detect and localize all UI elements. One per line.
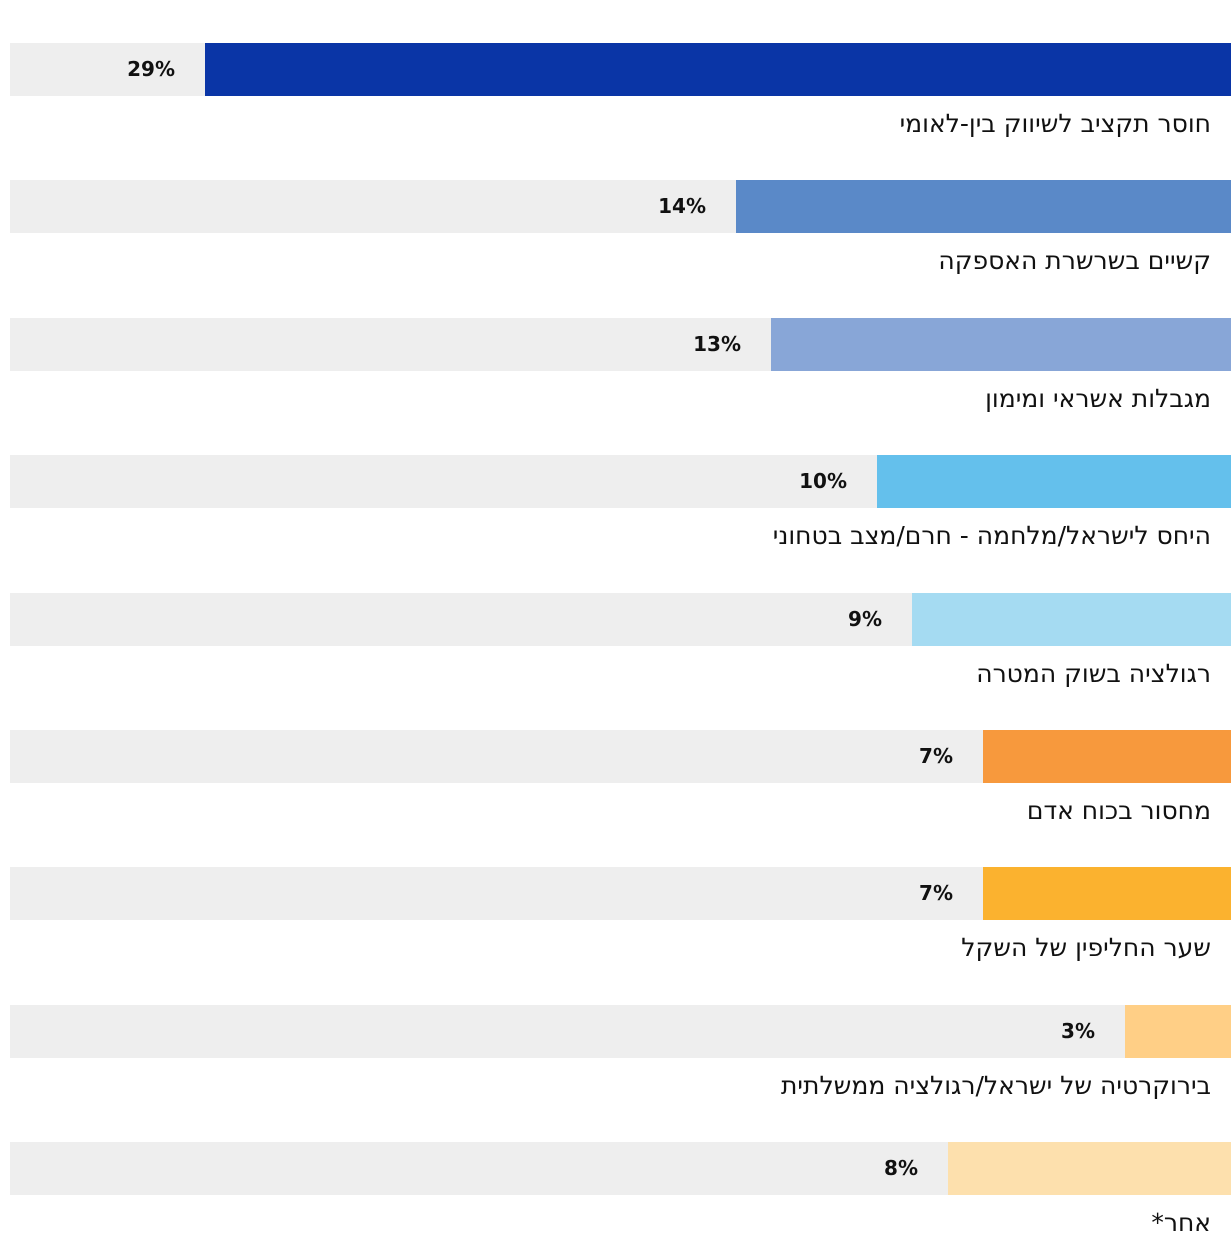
bar-value-label: 7%: [919, 744, 953, 768]
bar: [736, 180, 1231, 233]
bar: [1125, 1005, 1231, 1058]
category-label: חוסר תקציב לשיווק בין-לאומי: [899, 109, 1211, 138]
category-label: שער החליפין של השקל: [961, 933, 1211, 962]
bar-track: [10, 1005, 1231, 1058]
bar: [771, 318, 1231, 371]
category-label: רגולציה בשוק המטרה: [976, 659, 1211, 688]
bar-value-label: 9%: [848, 607, 882, 631]
category-label: קשיים בשרשרת האספקה: [938, 246, 1211, 275]
bar-value-label: 10%: [799, 469, 847, 493]
bar: [948, 1142, 1231, 1195]
category-label: מגבלות אשראי ומימון: [985, 384, 1211, 413]
bar: [877, 455, 1231, 508]
bar-value-label: 14%: [658, 194, 706, 218]
category-label: אחר*: [1151, 1208, 1211, 1237]
category-label: מחסור בכוח אדם: [1026, 796, 1211, 825]
category-label: היחס לישראל/מלחמה - חרם/מצב בטחוני: [772, 521, 1211, 550]
bar-value-label: 29%: [127, 57, 175, 81]
bar: [983, 730, 1231, 783]
bar-value-label: 3%: [1061, 1019, 1095, 1043]
bar: [983, 867, 1231, 920]
bar: [205, 43, 1231, 96]
bar-value-label: 7%: [919, 881, 953, 905]
bar: [912, 593, 1231, 646]
bar-value-label: 13%: [693, 332, 741, 356]
category-label: בירוקרטיה של ישראל/רגולציה ממשלתית: [781, 1071, 1211, 1100]
bar-value-label: 8%: [884, 1156, 918, 1180]
